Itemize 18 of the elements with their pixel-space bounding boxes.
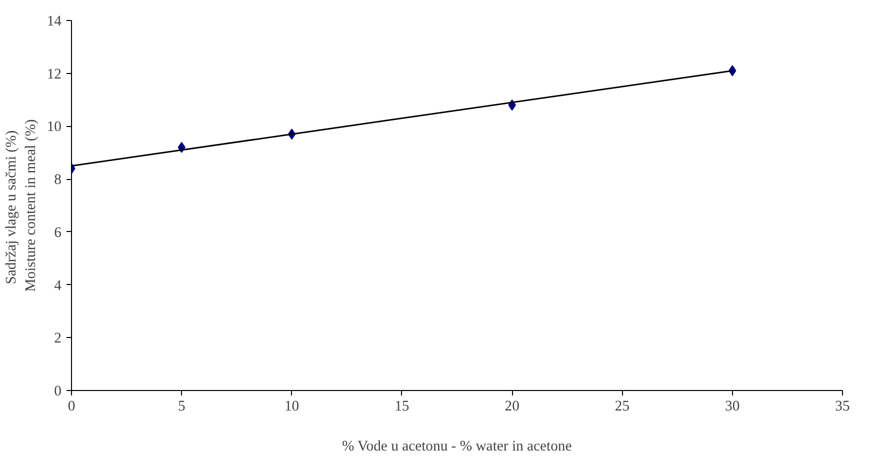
x-tick-label: 30	[725, 398, 740, 414]
y-tick-label: 12	[46, 66, 62, 82]
x-axis-title: % Vode u acetonu - % water in acetone	[342, 438, 572, 454]
x-tick-label: 20	[504, 398, 520, 414]
y-tick-label: 10	[46, 119, 62, 136]
x-tick-label: 25	[614, 398, 630, 414]
y-axis-title: Sadržaj vlage u sačmi (%) Moisture content in meal (%)	[4, 119, 39, 292]
y-tick-label: 2	[54, 330, 62, 347]
x-tick-label: 0	[68, 398, 76, 414]
y-tick-label: 6	[54, 224, 62, 241]
x-tick-label: 35	[835, 398, 850, 414]
x-tick-label: 10	[284, 398, 300, 414]
x-tick-label: 5	[178, 398, 186, 414]
y-tick-label: 4	[54, 278, 62, 294]
x-tick-label: 15	[394, 398, 410, 414]
y-tick-label: 8	[54, 172, 62, 188]
y-tick-label: 0	[54, 384, 62, 400]
y-tick-label: 14	[46, 14, 62, 30]
